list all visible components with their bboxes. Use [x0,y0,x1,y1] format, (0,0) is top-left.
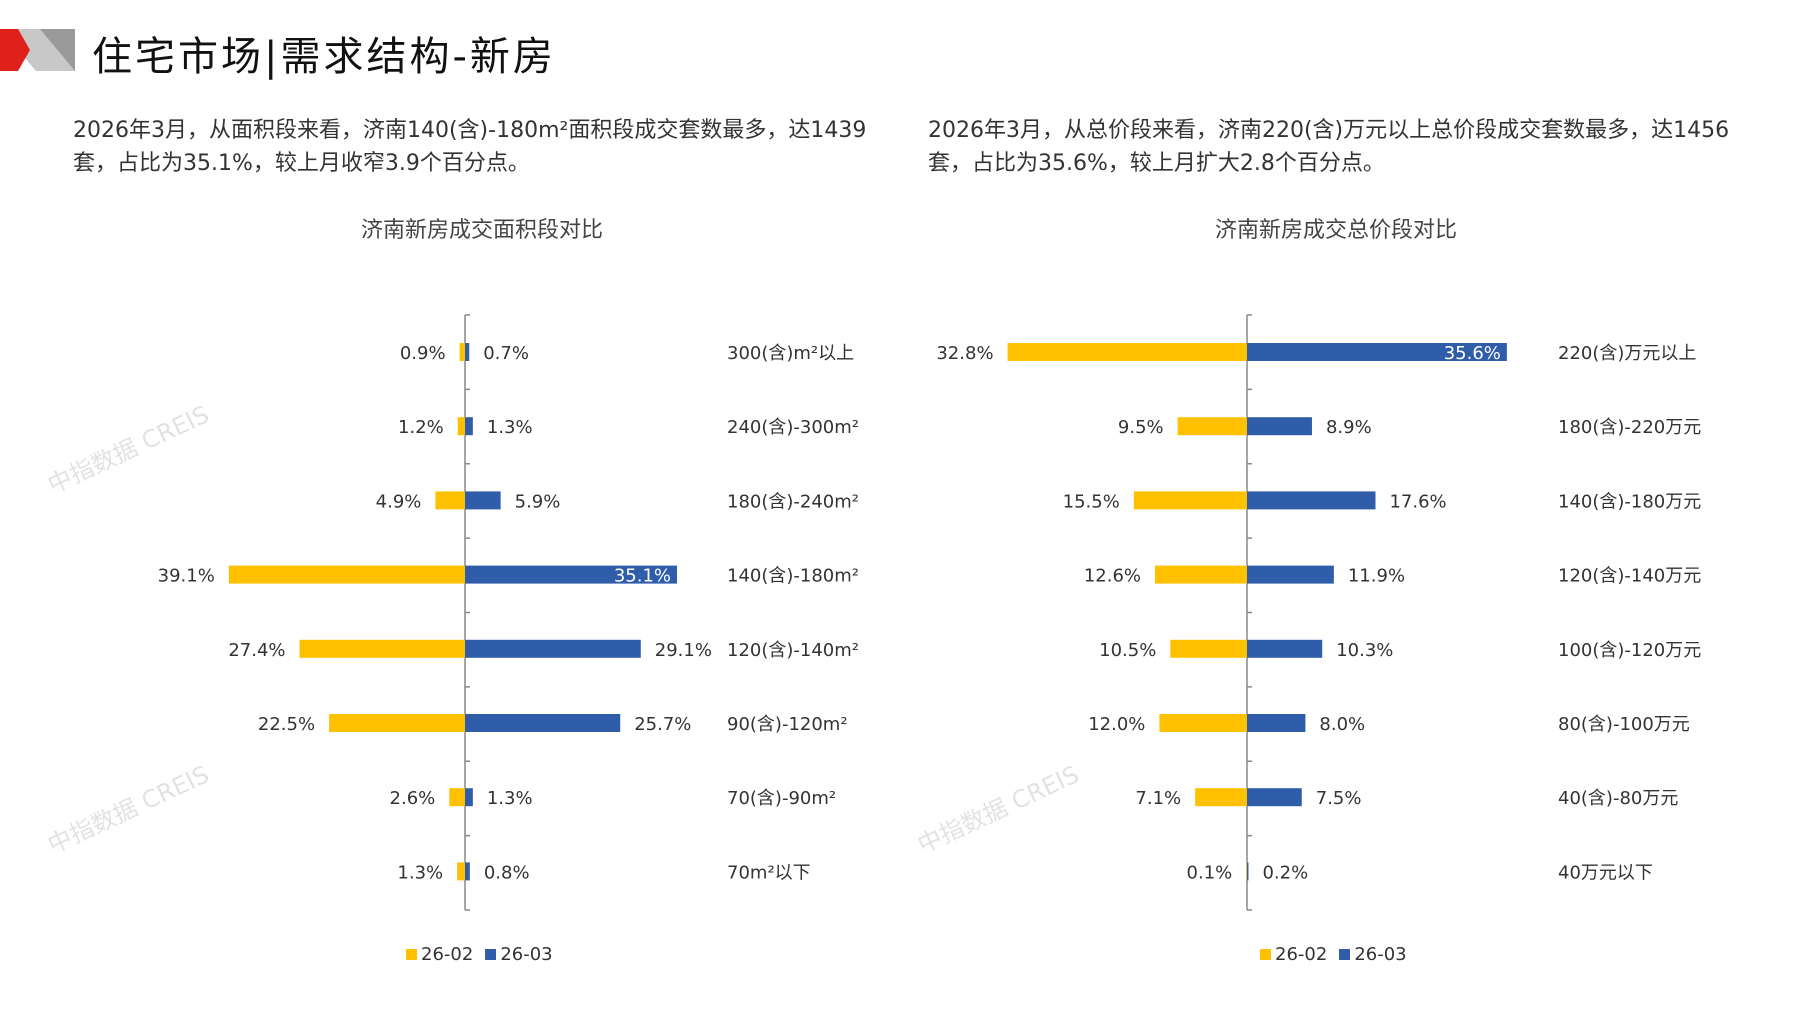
data-label-curr: 11.9% [1348,566,1405,587]
data-label-prev: 12.6% [1084,566,1141,587]
data-label-curr: 29.1% [655,640,712,661]
bar-prev [459,343,465,361]
data-label-prev: 4.9% [376,491,422,512]
price-chart: 32.8% 35.6% 220(含)万元以上 9.5% 8.9% 180(含)-220万元… [936,314,1701,911]
legend-label-curr: 26-03 [1354,944,1407,965]
bar-curr [1247,491,1376,510]
data-label-prev: 0.9% [400,343,446,364]
legend-price: 26-02 26-03 [1260,944,1407,965]
bar-prev [457,862,465,881]
logo-icon [0,29,75,71]
category-label: 80(含)-100万元 [1558,714,1690,735]
bar-curr [1247,565,1334,584]
category-label: 70(含)-90m² [727,788,836,809]
data-label-prev: 9.5% [1118,417,1164,438]
category-label: 40(含)-80万元 [1558,788,1678,809]
bar-curr [465,862,470,881]
data-label-curr: 1.3% [487,788,533,809]
bar-curr [1247,714,1306,732]
category-label: 90(含)-120m² [727,714,848,735]
category-label: 100(含)-120万元 [1558,640,1701,661]
data-label-curr: 7.5% [1316,788,1362,809]
bar-curr [465,639,641,658]
bar-prev [1246,862,1247,881]
category-label: 40万元以下 [1558,862,1653,883]
legend-area: 26-02 26-03 [406,944,553,965]
category-label: 70m²以下 [727,862,811,883]
bar-prev [449,788,465,807]
data-label-prev: 15.5% [1063,491,1120,512]
legend-label-prev: 26-02 [421,944,474,965]
right-summary: 2026年3月，从总价段来看，济南220(含)万元以上总价段成交套数最多，达14… [928,118,1730,176]
area-chart: 0.9% 0.7% 300(含)m²以上 1.2% 1.3% 240(含)-300m² 4.… [158,314,859,911]
category-label: 140(含)-180万元 [1558,491,1701,512]
bar-curr [465,343,470,361]
data-label-prev: 22.5% [258,714,315,735]
legend-swatch-curr [485,949,497,960]
category-label: 120(含)-140m² [727,640,859,661]
bar-prev [1159,714,1247,732]
bar-curr [465,788,473,807]
data-label-curr: 8.9% [1326,417,1372,438]
bar-prev [299,639,465,658]
bar-prev [1177,417,1247,436]
bar-curr [1247,788,1302,807]
category-label: 240(含)-300m² [727,417,859,438]
data-label-curr: 0.8% [484,862,530,883]
category-label: 120(含)-140万元 [1558,566,1701,587]
bar-curr [465,417,473,436]
category-label: 300(含)m²以上 [727,343,854,364]
data-label-curr: 0.7% [483,343,529,364]
data-label-prev: 0.1% [1187,862,1233,883]
data-label-prev: 10.5% [1099,640,1156,661]
data-label-curr: 10.3% [1336,640,1393,661]
category-label: 140(含)-180m² [727,566,859,587]
bar-prev [1195,788,1247,807]
bar-curr [1247,862,1249,881]
left-summary: 2026年3月，从面积段来看，济南140(含)-180m²面积段成交套数最多，达… [73,118,867,176]
category-label: 180(含)-220万元 [1558,417,1701,438]
category-label: 220(含)万元以上 [1558,343,1696,364]
data-label-curr: 5.9% [515,491,561,512]
legend-swatch-curr [1339,949,1351,960]
bar-curr [465,714,621,732]
data-label-curr: 35.1% [614,566,671,587]
data-label-curr: 25.7% [634,714,691,735]
bar-prev [1155,565,1247,584]
bar-curr [1247,639,1323,658]
chart-title-price: 济南新房成交总价段对比 [1214,218,1457,243]
bar-prev [457,417,465,436]
legend-label-curr: 26-03 [500,944,553,965]
page-title: 住宅市场|需求结构-新房 [92,34,556,80]
legend-label-prev: 26-02 [1275,944,1328,965]
bar-curr [465,491,501,510]
data-label-prev: 7.1% [1135,788,1181,809]
legend-swatch-prev [406,949,417,960]
bar-curr [1247,343,1507,361]
legend-swatch-prev [1260,949,1271,960]
data-label-prev: 2.6% [390,788,436,809]
bar-prev [329,714,465,732]
bar-prev [435,491,465,510]
category-label: 180(含)-240m² [727,491,859,512]
bar-curr [465,565,678,584]
data-label-curr: 17.6% [1389,491,1446,512]
bar-prev [1007,343,1247,361]
bar-prev [1133,491,1247,510]
data-label-curr: 1.3% [487,417,533,438]
bar-prev [228,565,465,584]
bar-prev [1170,639,1247,658]
bar-curr [1247,417,1312,436]
data-label-prev: 32.8% [936,343,993,364]
data-label-prev: 1.2% [398,417,444,438]
chart-title-area: 济南新房成交面积段对比 [360,218,603,243]
data-label-prev: 1.3% [397,862,443,883]
data-label-prev: 27.4% [228,640,285,661]
data-label-curr: 35.6% [1444,343,1501,364]
data-label-prev: 12.0% [1088,714,1145,735]
data-label-prev: 39.1% [158,566,215,587]
data-label-curr: 8.0% [1319,714,1365,735]
data-label-curr: 0.2% [1262,862,1308,883]
